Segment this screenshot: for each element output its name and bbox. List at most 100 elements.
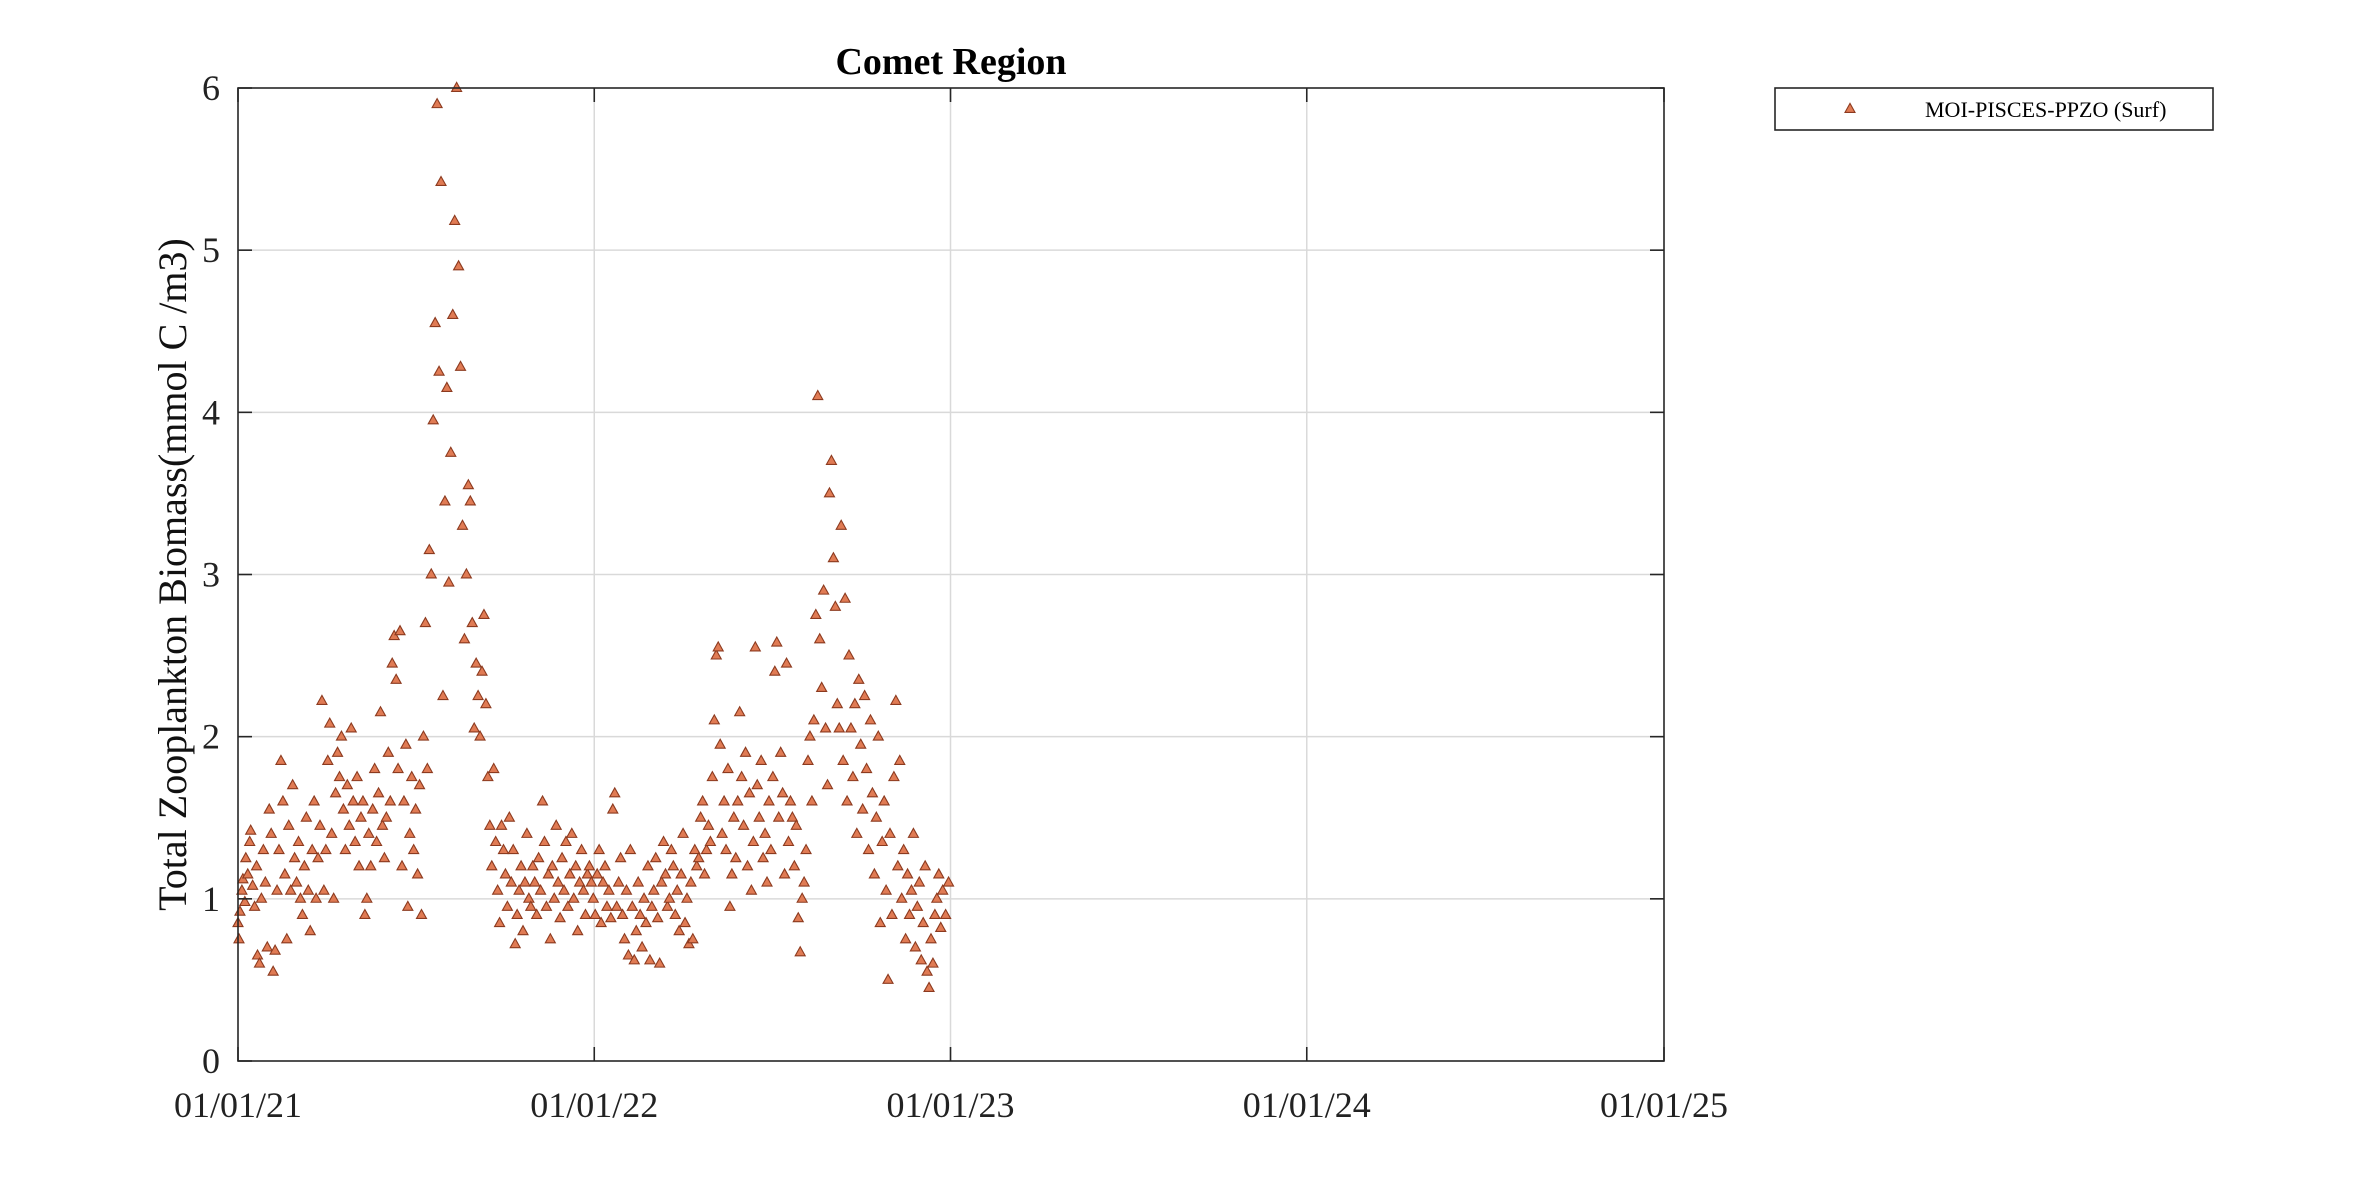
data-point [415, 908, 428, 920]
data-point [292, 835, 305, 847]
data-point [267, 965, 280, 976]
data-point [271, 884, 283, 895]
data-point [438, 494, 451, 506]
data-point [250, 859, 263, 871]
data-point [723, 900, 736, 911]
data-point [755, 754, 768, 765]
data-point [298, 859, 311, 871]
data-point [569, 859, 582, 871]
data-point [700, 843, 713, 855]
data-point [413, 778, 426, 790]
data-point [712, 640, 725, 652]
data-point [417, 729, 430, 741]
data-point [841, 794, 853, 806]
data-point [930, 892, 943, 903]
data-point [333, 770, 346, 782]
data-point [567, 892, 580, 903]
data-point [560, 835, 572, 847]
data-point [573, 875, 586, 887]
data-point [520, 827, 533, 838]
data-point [238, 895, 251, 907]
data-point [386, 656, 399, 668]
data-point [942, 875, 955, 887]
data-point [622, 948, 635, 960]
data-point [729, 851, 742, 863]
data-point [233, 932, 245, 944]
data-point [362, 827, 375, 838]
data-point [757, 851, 770, 863]
legend: MOI-PISCES-PPZO (Surf) [1774, 87, 2214, 131]
data-point [827, 551, 840, 563]
data-point [394, 624, 406, 636]
data-point [532, 851, 545, 863]
data-point [651, 911, 664, 923]
data-point [341, 778, 354, 790]
data-point [704, 835, 717, 847]
data-point [907, 827, 920, 838]
data-point [694, 811, 707, 822]
data-point [829, 600, 842, 611]
data-point [323, 716, 336, 728]
data-point [294, 892, 307, 903]
data-point [593, 843, 606, 855]
x-tick-label: 01/01/24 [1243, 1085, 1371, 1125]
data-point [763, 794, 775, 806]
data-point [411, 867, 424, 879]
data-point [325, 827, 338, 838]
y-axis-label: Total Zooplankton Biomass(mmol C /m3) [150, 238, 195, 911]
data-point [556, 851, 568, 863]
data-point [747, 835, 760, 847]
data-point [815, 681, 828, 692]
data-point [358, 908, 371, 920]
data-point [446, 308, 459, 320]
data-point [784, 794, 797, 806]
data-point [538, 835, 551, 847]
y-tick-label: 3 [202, 555, 220, 595]
data-point [276, 794, 289, 806]
data-point [813, 632, 826, 644]
data-point [737, 819, 750, 830]
data-point [891, 859, 904, 871]
data-point [811, 389, 824, 401]
data-point [718, 794, 731, 806]
legend-entry-label: MOI-PISCES-PPZO (Surf) [1925, 97, 2166, 122]
data-point [327, 892, 340, 903]
data-point [839, 592, 852, 603]
data-point [681, 892, 693, 903]
data-point [595, 916, 608, 928]
data-point [353, 859, 365, 871]
data-point [692, 851, 705, 863]
data-point [897, 843, 910, 855]
x-tick-label: 01/01/23 [887, 1085, 1015, 1125]
data-point [296, 908, 309, 920]
data-point [733, 705, 746, 717]
data-point [491, 884, 504, 895]
data-point [460, 567, 473, 579]
data-point [778, 867, 791, 879]
data-point [628, 953, 641, 965]
data-point [696, 794, 709, 806]
data-point [921, 965, 934, 976]
axis-ticks [237, 87, 1665, 1062]
data-point [550, 819, 563, 830]
data-point [396, 859, 408, 871]
data-point [382, 746, 395, 757]
data-point [405, 770, 418, 782]
data-point [444, 446, 457, 457]
y-tick-label: 1 [202, 879, 220, 919]
data-point [919, 859, 932, 871]
data-point [911, 900, 924, 911]
data-point [928, 908, 941, 920]
x-tick-label: 01/01/22 [530, 1085, 658, 1125]
data-point [458, 632, 471, 644]
data-point [653, 956, 666, 968]
data-point [608, 786, 621, 798]
data-point [606, 802, 619, 814]
data-point [524, 900, 537, 911]
data-point [764, 843, 777, 855]
data-point [485, 859, 498, 871]
data-point [647, 884, 660, 895]
data-point [316, 694, 328, 705]
data-point [868, 867, 881, 879]
data-point [392, 762, 405, 774]
